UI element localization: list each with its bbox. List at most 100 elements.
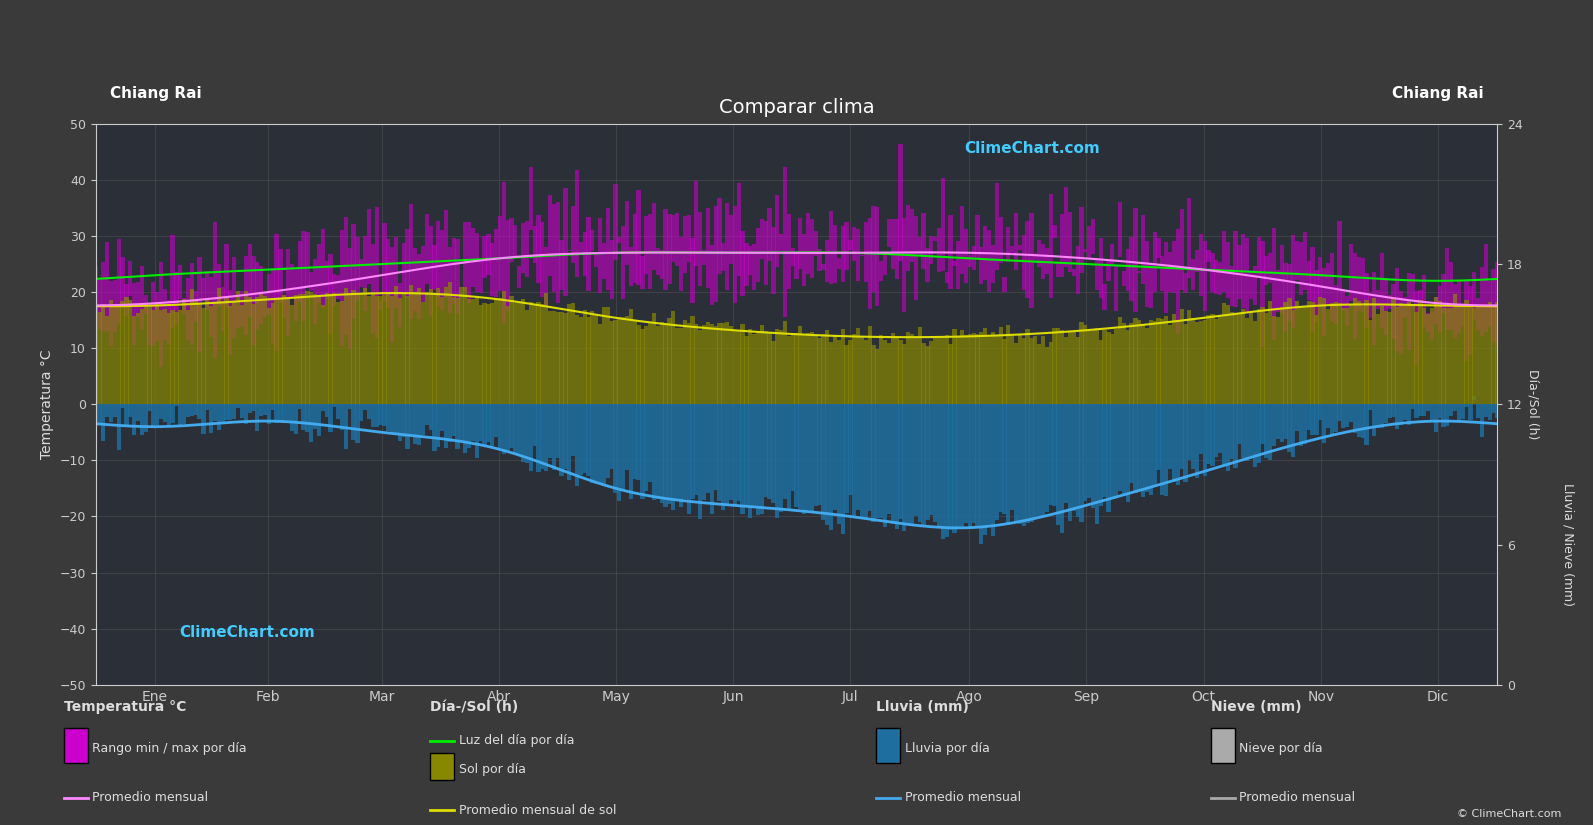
Bar: [1295, 242, 1300, 280]
Bar: [186, 309, 190, 404]
Bar: [298, 404, 301, 409]
Bar: [201, 278, 205, 299]
Bar: [1241, 404, 1246, 459]
Bar: [317, 404, 322, 436]
Bar: [1314, 404, 1319, 435]
Bar: [698, 212, 703, 286]
Bar: [1483, 404, 1488, 417]
Bar: [1083, 325, 1088, 404]
Bar: [1075, 404, 1080, 517]
Bar: [887, 343, 890, 404]
Bar: [961, 205, 964, 274]
Bar: [510, 295, 513, 404]
Bar: [1203, 319, 1207, 404]
Bar: [1341, 290, 1346, 311]
Bar: [994, 183, 999, 270]
Bar: [945, 404, 949, 536]
Bar: [910, 404, 914, 525]
Bar: [556, 312, 559, 404]
Bar: [1292, 310, 1295, 404]
Bar: [652, 404, 656, 500]
Bar: [1360, 306, 1365, 404]
Bar: [575, 170, 580, 277]
Bar: [333, 274, 336, 306]
Bar: [1013, 342, 1018, 404]
Bar: [1477, 404, 1480, 417]
Text: Promedio mensual: Promedio mensual: [905, 791, 1021, 804]
Bar: [260, 404, 263, 416]
Bar: [1200, 233, 1203, 296]
Bar: [271, 268, 276, 344]
Bar: [567, 250, 572, 251]
Bar: [926, 248, 930, 282]
Bar: [290, 305, 295, 404]
Bar: [1352, 298, 1357, 404]
Bar: [220, 286, 225, 331]
Bar: [999, 328, 1002, 404]
Bar: [456, 404, 460, 449]
Bar: [709, 324, 714, 404]
Bar: [860, 255, 863, 256]
Bar: [921, 404, 926, 526]
Bar: [1214, 319, 1219, 404]
Bar: [1415, 312, 1419, 404]
Bar: [1445, 308, 1450, 404]
Bar: [113, 304, 116, 404]
Bar: [725, 404, 730, 505]
Bar: [749, 404, 752, 518]
Bar: [1279, 404, 1284, 442]
Bar: [790, 332, 795, 404]
Bar: [1437, 404, 1442, 417]
Bar: [266, 308, 271, 404]
Bar: [1423, 275, 1426, 327]
Bar: [570, 303, 575, 404]
Bar: [371, 404, 374, 427]
Bar: [953, 328, 956, 404]
Bar: [1010, 247, 1015, 254]
Bar: [1480, 267, 1485, 336]
Bar: [1472, 396, 1477, 400]
Bar: [293, 404, 298, 435]
Bar: [1388, 312, 1392, 404]
Bar: [502, 182, 507, 324]
Bar: [1238, 245, 1241, 299]
Bar: [578, 242, 583, 252]
Bar: [339, 404, 344, 430]
Bar: [513, 303, 518, 404]
Bar: [432, 245, 436, 290]
Bar: [352, 404, 355, 441]
Bar: [1268, 404, 1273, 460]
Bar: [898, 404, 903, 519]
Bar: [890, 333, 895, 404]
Bar: [182, 404, 186, 424]
Bar: [841, 329, 844, 404]
Bar: [241, 404, 244, 418]
Bar: [162, 289, 167, 340]
Bar: [1388, 404, 1392, 417]
Bar: [663, 404, 667, 507]
Bar: [1099, 341, 1102, 404]
Bar: [1431, 404, 1434, 420]
Bar: [425, 214, 429, 284]
Bar: [1203, 241, 1207, 311]
Bar: [1330, 404, 1333, 435]
Bar: [752, 404, 757, 508]
Bar: [502, 291, 507, 404]
Bar: [301, 294, 306, 404]
Bar: [945, 335, 949, 404]
Bar: [102, 404, 105, 441]
Bar: [247, 297, 252, 404]
Bar: [116, 304, 121, 404]
Bar: [1344, 404, 1349, 427]
Bar: [1341, 404, 1346, 428]
Bar: [413, 248, 417, 311]
Bar: [567, 304, 572, 404]
Bar: [1007, 227, 1010, 262]
Bar: [1352, 252, 1357, 339]
Bar: [366, 404, 371, 419]
Bar: [953, 261, 956, 266]
Bar: [358, 294, 363, 404]
Bar: [1195, 250, 1200, 272]
Bar: [425, 292, 429, 404]
Bar: [1464, 300, 1469, 404]
